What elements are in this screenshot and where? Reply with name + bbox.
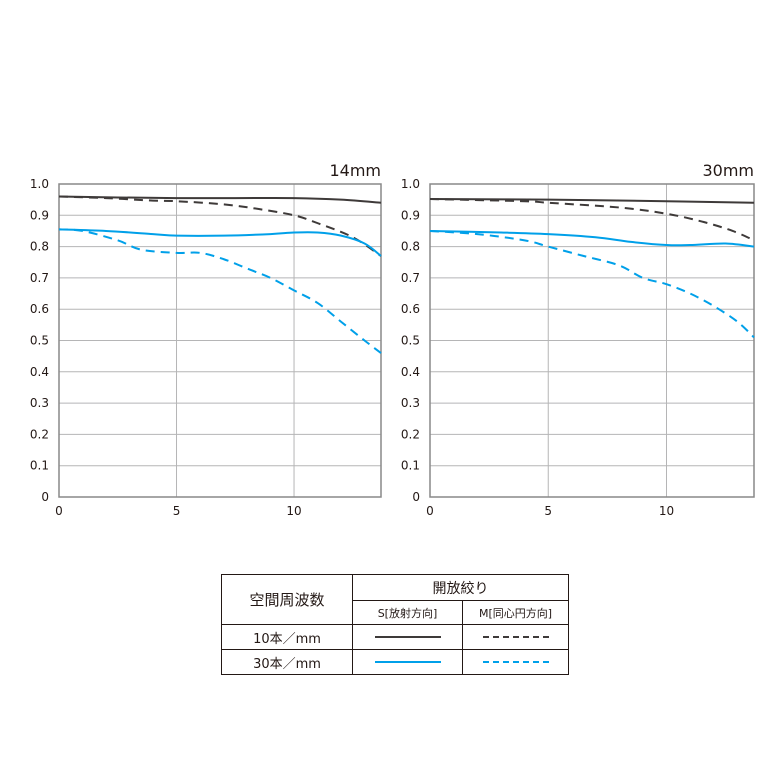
y-tick-label: 0.6 [401, 302, 420, 316]
row-label-10: 10本／mm [221, 624, 353, 650]
y-tick-label: 0.6 [30, 302, 49, 316]
x-tick-label: 10 [286, 504, 301, 518]
series-line-M30 [58, 228, 382, 354]
y-tick-label: 1.0 [30, 177, 49, 191]
x-tick-label: 0 [426, 504, 434, 518]
y-tick-label: 0.3 [401, 396, 420, 410]
legend-m30 [462, 649, 569, 675]
y-tick-label: 0.3 [30, 396, 49, 410]
y-tick-label: 0.5 [30, 334, 49, 348]
series-line-S30 [58, 228, 382, 257]
legend-table: 空間周波数 開放絞り S[放射方向] M[同心円方向] 10本／mm 30本／m… [221, 574, 569, 675]
y-tick-label: 0.4 [30, 365, 49, 379]
y-tick-label: 0.1 [30, 459, 49, 473]
chart-title: 30mm [702, 161, 754, 180]
series-line-S30 [429, 229, 755, 248]
y-tick-label: 0.2 [30, 427, 49, 441]
row-label-30: 30本／mm [221, 649, 353, 675]
y-tick-label: 0.9 [30, 208, 49, 222]
plot-frame [58, 183, 382, 498]
chart-title: 14mm [329, 161, 381, 180]
aperture-header: 開放絞り [352, 574, 569, 601]
y-tick-label: 0 [412, 490, 420, 504]
y-tick-label: 0 [41, 490, 49, 504]
series-line-M10 [429, 198, 755, 242]
chart-30mm: 0 0.1 0.2 0.3 0.4 0.5 0.6 0.7 0.8 0.9 1.0 0 5 10 30mm [401, 161, 755, 518]
sagittal-header: S[放射方向] [352, 600, 463, 625]
y-tick-label: 0.8 [401, 240, 420, 254]
y-tick-label: 0.8 [30, 240, 49, 254]
mtf-charts: 00.10.20.30.40.50.60.70.80.91.00 5 1014mm … [30, 161, 755, 518]
x-tick-label: 0 [55, 504, 63, 518]
y-tick-label: 1.0 [401, 177, 420, 191]
plot-frame [429, 183, 755, 498]
x-tick-label: 5 [173, 504, 181, 518]
x-tick-label: 10 [659, 504, 674, 518]
legend-s10 [352, 624, 463, 650]
series-line-M10 [58, 195, 382, 257]
legend-m10 [462, 624, 569, 650]
chart-14mm: 0 0.1 0.2 0.3 0.4 0.5 0.6 0.7 0.8 0.9 1.0 0 5 10 14mm [30, 161, 382, 518]
spatial-frequency-header: 空間周波数 [221, 574, 353, 625]
y-tick-label: 0.5 [401, 334, 420, 348]
y-tick-label: 0.2 [401, 427, 420, 441]
dashed-line-swatch [482, 661, 549, 663]
solid-line-swatch [374, 636, 441, 638]
meridional-header: M[同心円方向] [462, 600, 569, 625]
x-tick-label: 5 [544, 504, 552, 518]
y-tick-label: 0.4 [401, 365, 420, 379]
solid-line-swatch [374, 661, 441, 663]
y-tick-label: 0.1 [401, 459, 420, 473]
series-line-M30 [429, 229, 755, 339]
y-tick-label: 0.7 [30, 271, 49, 285]
legend-s30 [352, 649, 463, 675]
y-tick-label: 0.7 [401, 271, 420, 285]
dashed-line-swatch [482, 636, 549, 638]
y-tick-label: 0.9 [401, 208, 420, 222]
series-line-S10 [58, 195, 382, 204]
